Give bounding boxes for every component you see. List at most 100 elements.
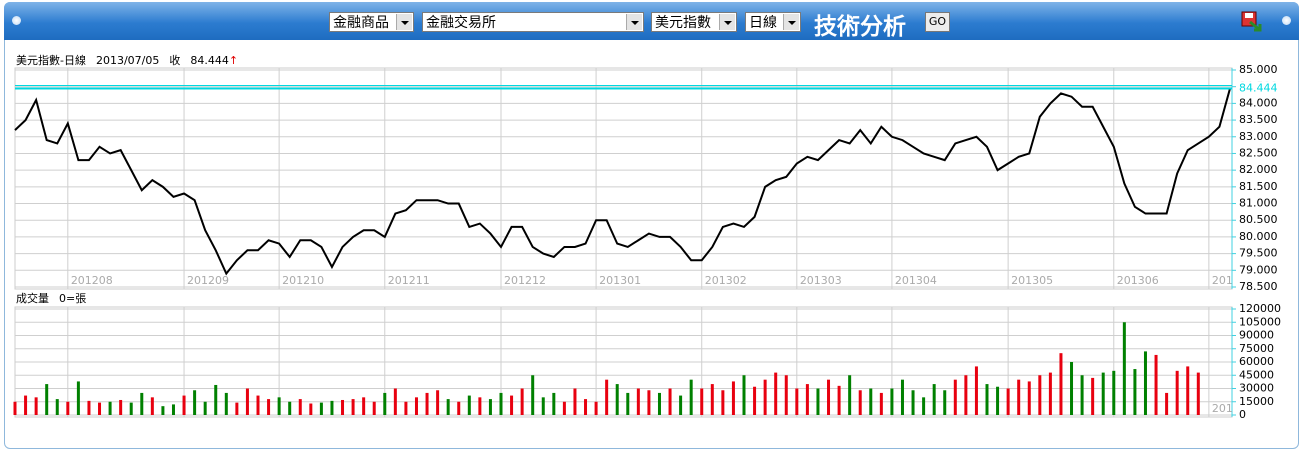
- select-arrow: [783, 14, 799, 30]
- volume-bar: [594, 401, 598, 415]
- volume-bar: [393, 388, 397, 415]
- y-tick-label: 81.000: [1239, 197, 1278, 210]
- volume-bar: [150, 397, 154, 415]
- x-tick-label: 201301: [599, 274, 641, 287]
- volume-bar: [1038, 375, 1042, 415]
- volume-bar: [1091, 377, 1095, 415]
- x-tick-label: 201: [1212, 274, 1233, 287]
- volume-bar: [55, 399, 59, 415]
- volume-bar: [1006, 388, 1010, 415]
- volume-bar: [478, 397, 482, 415]
- x-tick-label: 201: [1212, 402, 1233, 415]
- volume-bar: [171, 404, 175, 415]
- volume-bar: [214, 384, 218, 415]
- volume-bar: [636, 388, 640, 415]
- corner-dot: [12, 16, 21, 25]
- y-tick-label: 82.500: [1239, 146, 1278, 159]
- volume-bar: [1080, 375, 1084, 415]
- volume-bar: [890, 388, 894, 415]
- volume-bar: [24, 395, 28, 415]
- y-tick-label: 82.000: [1239, 163, 1278, 176]
- volume-bar: [446, 399, 450, 415]
- icon-arrow: [1249, 20, 1262, 32]
- volume-bar: [531, 375, 535, 415]
- y-tick-label: 85.000: [1239, 63, 1278, 76]
- select[interactable]: 金融商品: [329, 12, 414, 32]
- x-tick-label: 201212: [504, 274, 546, 287]
- volume-bar: [763, 379, 767, 415]
- window-frame: [4, 2, 1299, 449]
- y-tick-label: 84.000: [1239, 96, 1278, 109]
- save-icon[interactable]: [1240, 10, 1264, 34]
- y-tick-label: 83.000: [1239, 130, 1278, 143]
- volume-bar: [900, 379, 904, 415]
- volume-bar: [87, 400, 91, 415]
- chart-header: 成交量 0=張: [16, 291, 86, 305]
- volume-bar: [330, 400, 334, 415]
- volume-bar: [161, 406, 165, 415]
- select[interactable]: 美元指數: [651, 12, 737, 32]
- volume-bar: [689, 379, 693, 415]
- volume-bar: [848, 375, 852, 415]
- y-tick-label: 80.000: [1239, 230, 1278, 243]
- volume-bar: [1133, 369, 1137, 415]
- plot-frame: [14, 67, 1233, 290]
- volume-bar: [605, 379, 609, 415]
- volume-bar: [1059, 353, 1063, 415]
- y-tick-label: 78.500: [1239, 280, 1278, 293]
- volume-bar: [657, 392, 661, 415]
- volume-bar: [562, 401, 566, 415]
- volume-bar: [700, 388, 704, 415]
- volume-bar: [203, 401, 207, 415]
- x-tick-label: 201210: [282, 274, 324, 287]
- close-caption: 收: [169, 53, 180, 67]
- volume-bar: [510, 395, 514, 415]
- volume-bar: [45, 384, 49, 415]
- volume-bar: [129, 402, 133, 415]
- y-tick-label: 120000: [1239, 302, 1281, 315]
- select[interactable]: 金融交易所: [422, 12, 644, 32]
- volume-bar: [108, 401, 112, 415]
- volume-bar: [943, 390, 947, 415]
- volume-bar: [351, 399, 355, 415]
- volume-bar: [985, 384, 989, 415]
- volume-bar: [953, 379, 957, 415]
- volume-bar: [668, 388, 672, 415]
- volume-bar: [66, 401, 70, 415]
- volume-bar: [1196, 372, 1200, 415]
- volume-bar: [457, 401, 461, 415]
- volume-bar: [13, 401, 17, 415]
- volume-bar: [76, 381, 80, 415]
- chart-title: 美元指數-日線: [16, 53, 86, 67]
- close-label-bg: [1237, 81, 1277, 96]
- y-tick-label: 81.500: [1239, 180, 1278, 193]
- x-tick-label: 201305: [1011, 274, 1053, 287]
- select[interactable]: 日線: [745, 12, 801, 32]
- volume-bar: [795, 388, 799, 415]
- volume-bar: [1048, 372, 1052, 415]
- volume-bar: [140, 392, 144, 415]
- volume-bar: [499, 392, 503, 415]
- volume-bar: [341, 399, 345, 415]
- volume-bar: [298, 399, 302, 415]
- close-value: 84.444: [190, 54, 229, 67]
- go-button[interactable]: GO: [925, 12, 950, 32]
- volume-bar: [911, 390, 915, 415]
- y-tick-label: 15000: [1239, 395, 1274, 408]
- volume-bar: [235, 402, 239, 415]
- price-line: [14, 88, 1231, 276]
- volume-bar: [996, 386, 1000, 415]
- volume-bar: [1165, 392, 1169, 415]
- volume-bar: [858, 390, 862, 415]
- volume-bar: [224, 392, 228, 415]
- select-text: 日線: [749, 15, 777, 31]
- volume-bar: [414, 397, 418, 415]
- select-arrow: [396, 14, 412, 30]
- volume-bar: [404, 401, 408, 415]
- volume-bar: [1154, 354, 1158, 415]
- chart-subtitle: 0=張: [59, 292, 86, 305]
- volume-bar: [753, 386, 757, 415]
- volume-bar: [267, 399, 271, 415]
- volume-bar: [964, 375, 968, 415]
